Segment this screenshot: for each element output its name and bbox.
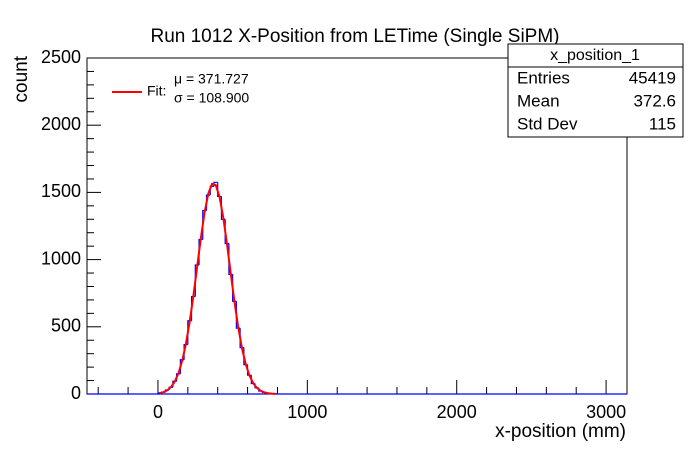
- stats-label: Std Dev: [517, 114, 578, 133]
- fit-parameter: σ = 108.900: [174, 90, 249, 106]
- stats-value: 45419: [629, 68, 676, 87]
- x-tick-label: 3000: [586, 402, 626, 422]
- stats-title: x_position_1: [550, 47, 640, 64]
- y-tick-label: 1000: [41, 248, 81, 268]
- stats-value: 372.6: [633, 91, 676, 110]
- y-tick-label: 1500: [41, 181, 81, 201]
- y-tick-label: 0: [71, 383, 81, 403]
- y-tick-label: 2000: [41, 114, 81, 134]
- fit-curve: [160, 184, 276, 394]
- chart-title: Run 1012 X-Position from LETime (Single …: [150, 26, 559, 47]
- x-tick-label: 0: [153, 402, 163, 422]
- x-axis-label: x-position (mm): [495, 421, 626, 442]
- x-tick-label: 1000: [287, 402, 327, 422]
- fit-parameter: μ = 371.727: [174, 71, 249, 87]
- y-axis-label: count: [11, 55, 32, 102]
- y-tick-label: 500: [51, 316, 81, 336]
- x-tick-label: 2000: [437, 402, 477, 422]
- legend-label: Fit:: [147, 83, 166, 99]
- stats-value: 115: [649, 114, 676, 133]
- stats-label: Mean: [517, 91, 560, 110]
- stats-label: Entries: [517, 68, 570, 87]
- y-tick-label: 2500: [41, 47, 81, 67]
